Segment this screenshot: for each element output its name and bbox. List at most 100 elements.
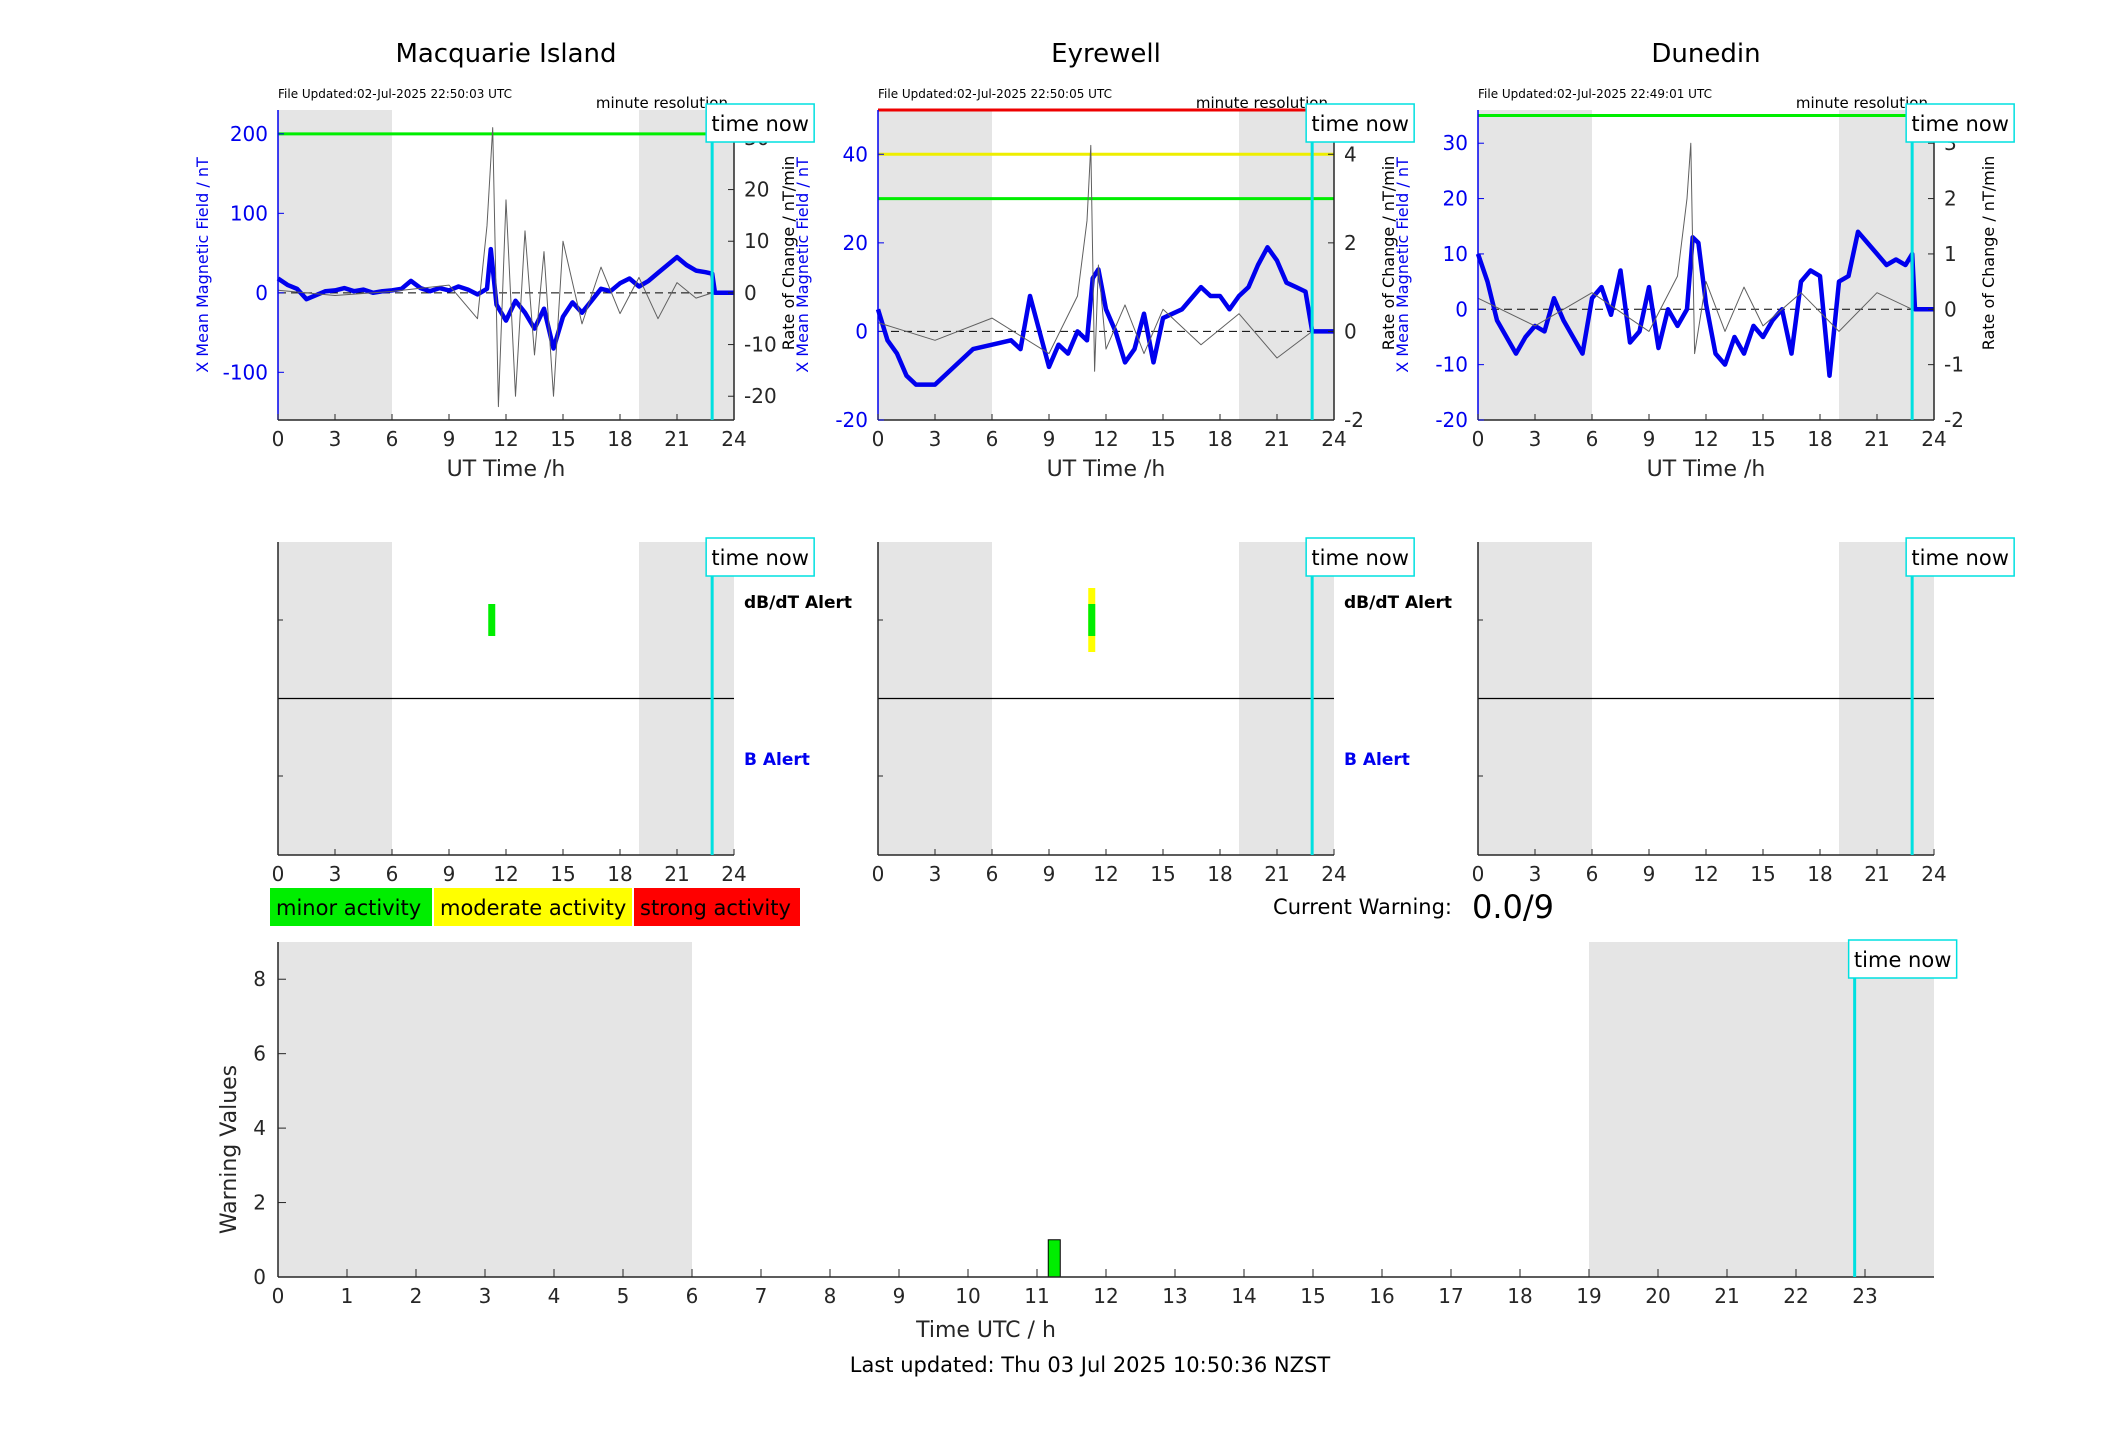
legend-label-1: moderate activity (440, 896, 626, 920)
y-right-tick-label: -2 (1344, 408, 1364, 432)
y-left-axis-label: X Mean Magnetic Field / nT (793, 157, 812, 373)
x-tick-label: 0 (1472, 862, 1485, 886)
legend-swatch-1 (434, 888, 632, 926)
x-tick-label: 15 (1150, 862, 1175, 886)
x-axis-label: Time UTC / h (915, 1318, 1056, 1343)
time-now-box (705, 103, 815, 143)
y-left-axis-label: X Mean Magnetic Field / nT (1393, 157, 1412, 373)
x-tick-label: 12 (1093, 1284, 1118, 1308)
x-tick-label: 18 (1807, 862, 1832, 886)
x-tick-label: 5 (617, 1284, 630, 1308)
x-tick-label: 9 (1643, 862, 1656, 886)
x-tick-label: 21 (1264, 427, 1289, 451)
y-left-tick-label: -10 (1435, 353, 1468, 377)
x-tick-label: 9 (1043, 427, 1056, 451)
x-tick-label: 15 (1300, 1284, 1325, 1308)
y-left-tick-label: -100 (223, 360, 268, 384)
file-updated: File Updated:02-Jul-2025 22:50:05 UTC (878, 87, 1112, 101)
y-right-tick-label: -20 (744, 384, 777, 408)
night-band-0 (878, 110, 992, 420)
y-axis-label: Warning Values (217, 1065, 242, 1234)
x-tick-label: 18 (607, 427, 632, 451)
activity-legend: minor activity moderate activity strong ac… (270, 888, 800, 926)
y-right-tick-label: 0 (744, 281, 757, 305)
station-title: Macquarie Island (395, 39, 616, 69)
x-tick-label: 15 (550, 427, 575, 451)
dbdt-alert-label: dB/dT Alert (744, 593, 852, 613)
y-left-tick-label: 40 (843, 142, 868, 166)
dbdt-alert-minor-mark (488, 604, 496, 636)
y-right-tick-label: 20 (744, 178, 769, 202)
x-tick-label: 0 (872, 862, 885, 886)
x-tick-label: 11 (1024, 1284, 1049, 1308)
y-tick-label: 6 (253, 1042, 266, 1066)
x-axis-label: UT Time /h (447, 457, 566, 482)
time-now-label: time now (711, 546, 808, 570)
y-right-tick-label: 10 (744, 229, 769, 253)
x-tick-label: 15 (1750, 427, 1775, 451)
x-tick-label: 9 (1043, 862, 1056, 886)
x-tick-label: 18 (607, 862, 632, 886)
x-tick-label: 3 (1529, 862, 1542, 886)
x-tick-label: 0 (272, 427, 285, 451)
x-tick-label: 13 (1162, 1284, 1187, 1308)
field-panel-macquarie: Macquarie Island File Updated:02-Jul-2025… (193, 39, 815, 482)
x-tick-label: 12 (1693, 427, 1718, 451)
x-tick-label: 7 (755, 1284, 768, 1308)
x-tick-label: 6 (1586, 862, 1599, 886)
x-tick-label: 1 (341, 1284, 354, 1308)
x-tick-label: 6 (986, 862, 999, 886)
x-tick-label: 2 (410, 1284, 423, 1308)
time-now-label: time now (1911, 546, 2008, 570)
x-tick-label: 0 (872, 427, 885, 451)
y-left-tick-label: 0 (1455, 297, 1468, 321)
x-tick-label: 21 (1864, 862, 1889, 886)
time-now-label: time now (1911, 112, 2008, 136)
time-now-box (1905, 537, 2015, 577)
x-tick-label: 19 (1576, 1284, 1601, 1308)
x-tick-label: 0 (1472, 427, 1485, 451)
x-tick-label: 9 (1643, 427, 1656, 451)
last-updated: Last updated: Thu 03 Jul 2025 10:50:36 N… (850, 1353, 1331, 1377)
current-warning-label: Current Warning: (1273, 895, 1452, 919)
x-tick-label: 21 (664, 862, 689, 886)
file-updated: File Updated:02-Jul-2025 22:49:01 UTC (1478, 87, 1712, 101)
resolution-label: minute resolution (596, 94, 728, 112)
y-left-tick-label: 10 (1443, 242, 1468, 266)
station-title: Dunedin (1651, 39, 1760, 69)
legend-label-2: strong activity (640, 896, 791, 920)
resolution-label: minute resolution (1196, 94, 1328, 112)
x-tick-label: 4 (548, 1284, 561, 1308)
y-tick-label: 8 (253, 967, 266, 991)
x-tick-label: 20 (1645, 1284, 1670, 1308)
x-tick-label: 12 (1093, 427, 1118, 451)
rate-series-line (1477, 142, 1913, 355)
time-now-box (1305, 103, 1415, 143)
rate-series-line (877, 144, 1313, 372)
x-tick-label: 24 (721, 862, 746, 886)
y-right-tick-label: -1 (1944, 353, 1964, 377)
x-tick-label: 3 (329, 427, 342, 451)
x-tick-label: 18 (1207, 862, 1232, 886)
b-alert-label: B Alert (1344, 750, 1410, 770)
current-warning-value: 0.0/9 (1472, 888, 1554, 926)
x-tick-label: 15 (550, 862, 575, 886)
y-tick-label: 2 (253, 1191, 266, 1215)
rate-series-line (277, 127, 713, 408)
x-tick-label: 10 (955, 1284, 980, 1308)
alert-panel-macquarie: 0 3 6 9 12 15 18 21 24 dB/dT Alert B Alert time now (272, 537, 852, 886)
x-tick-label: 24 (1921, 427, 1946, 451)
b-alert-label: B Alert (744, 750, 810, 770)
x-tick-label: 6 (1586, 427, 1599, 451)
y-left-tick-label: -20 (835, 408, 868, 432)
y-left-tick-label: 0 (255, 281, 268, 305)
x-tick-label: 24 (721, 427, 746, 451)
y-left-tick-label: -20 (1435, 408, 1468, 432)
y-right-tick-label: -10 (744, 333, 777, 357)
x-tick-label: 21 (1264, 862, 1289, 886)
alert-panel-dunedin: 0 3 6 9 12 15 18 21 24 time now (1472, 537, 2015, 886)
field-series-line (276, 246, 734, 351)
y-right-tick-label: -2 (1944, 408, 1964, 432)
y-left-tick-label: 0 (855, 319, 868, 343)
y-right-axis-label: Rate of Change / nT/min (779, 156, 798, 351)
